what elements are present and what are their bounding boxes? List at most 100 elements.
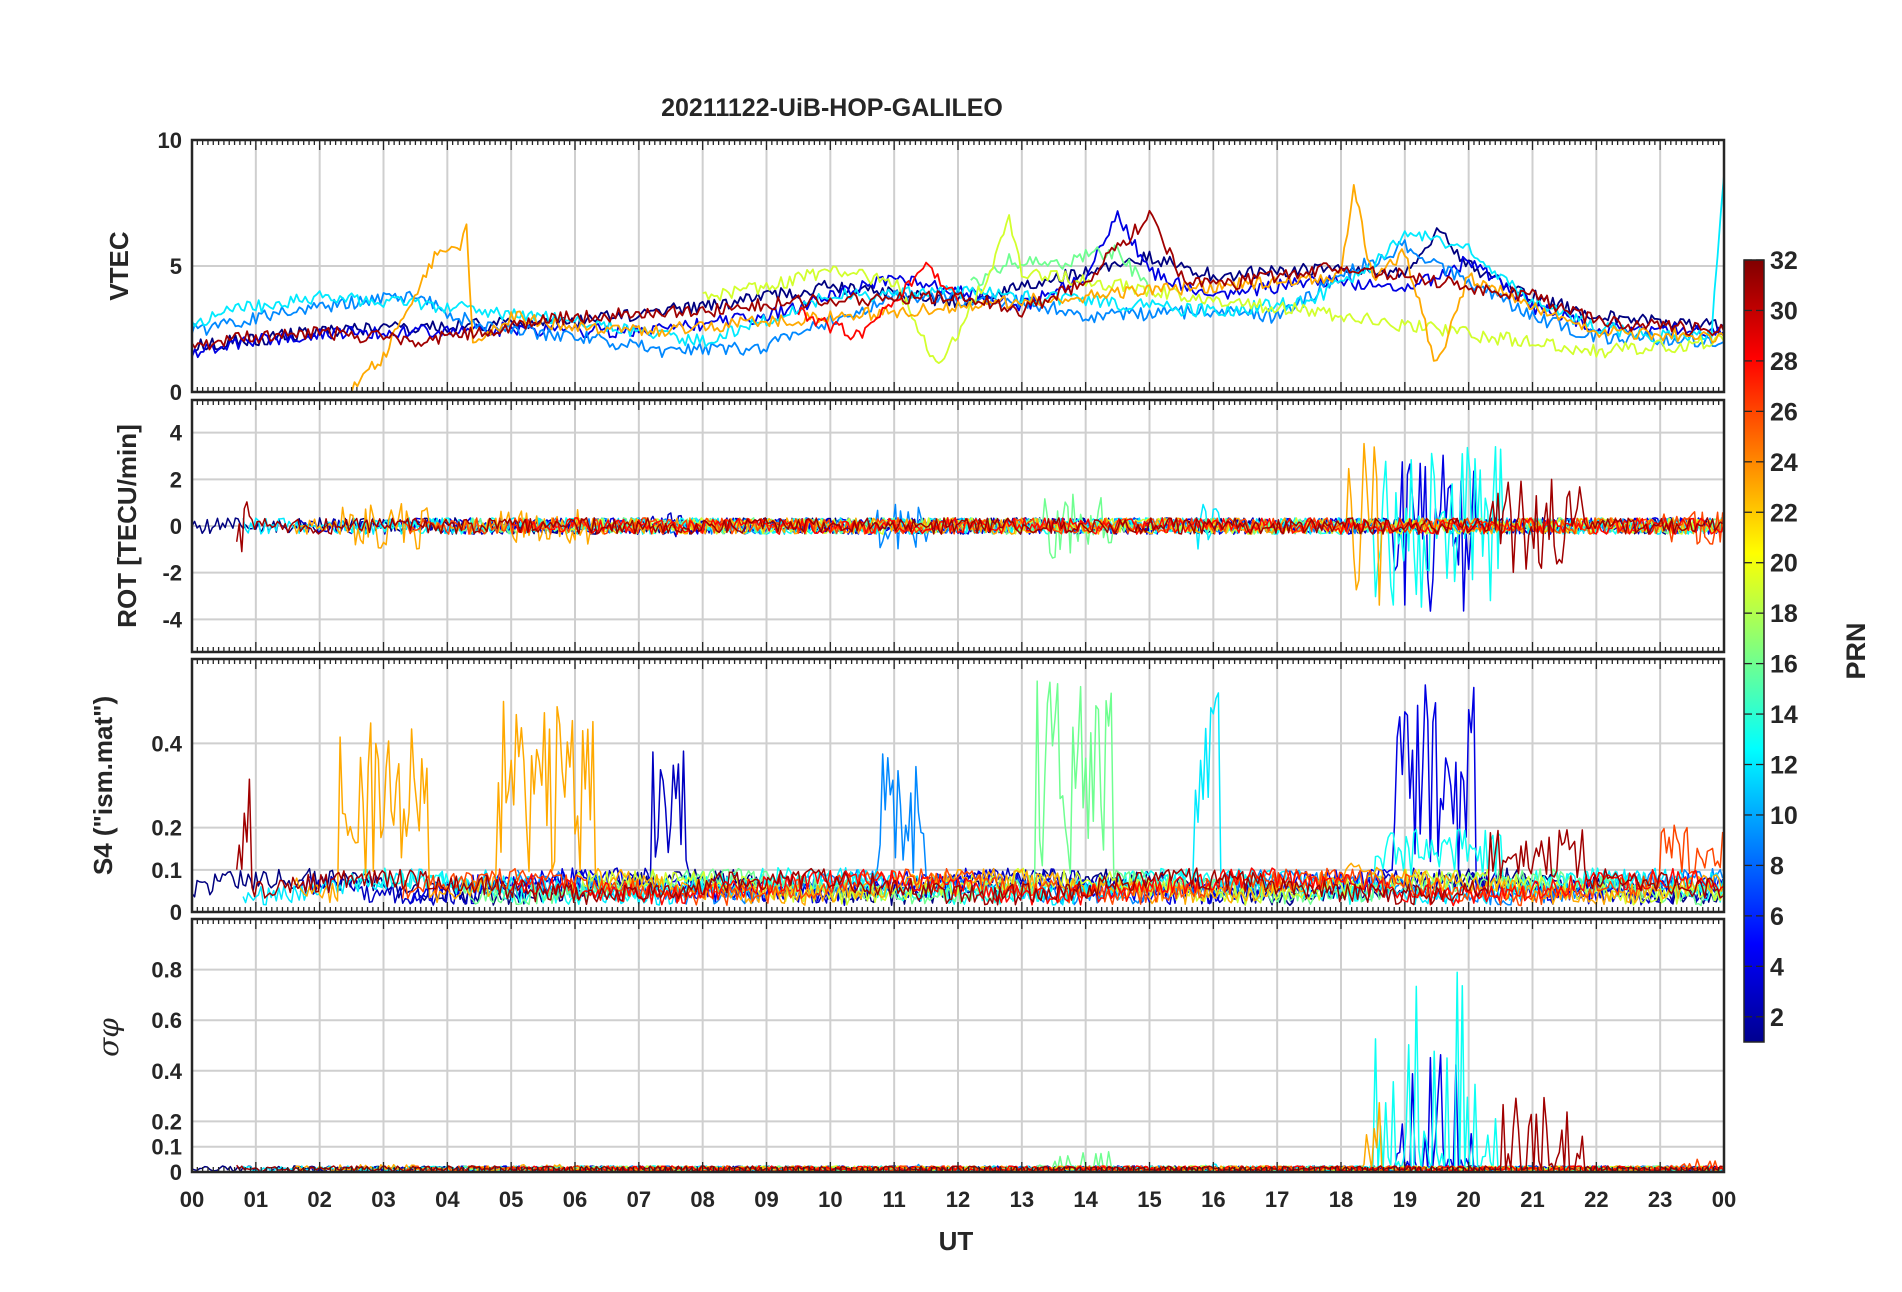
s4-series-prn-31 bbox=[235, 778, 1724, 906]
s4-series-prn-23 bbox=[293, 700, 1724, 906]
x-tick-label: 16 bbox=[1201, 1187, 1225, 1212]
colorbar-label: PRN bbox=[1841, 622, 1871, 679]
sigma_phi-y-tick-label: 0.8 bbox=[151, 958, 182, 983]
s4-y-tick-label: 0.4 bbox=[151, 731, 182, 756]
vtec-y-tick-label: 0 bbox=[170, 380, 182, 405]
x-tick-label: 08 bbox=[690, 1187, 714, 1212]
vtec-series-prn-9 bbox=[192, 239, 1724, 358]
colorbar-tick-label: 30 bbox=[1770, 297, 1798, 325]
rot-series-prn-28 bbox=[511, 517, 1724, 535]
x-tick-label: 05 bbox=[499, 1187, 523, 1212]
x-tick-labels: 00 01 02 03 04 05 06 07 08 09 10 11 12 13 14 15 16 17 18 19… bbox=[180, 1187, 1736, 1212]
x-tick-label: 11 bbox=[883, 1187, 906, 1212]
rot-y-tick-label: 2 bbox=[170, 467, 182, 492]
x-tick-label: 03 bbox=[371, 1187, 395, 1212]
sigma_phi-y-tick-label: 0 bbox=[170, 1160, 182, 1185]
x-tick-label: 06 bbox=[563, 1187, 587, 1212]
x-tick-label: 17 bbox=[1265, 1187, 1289, 1212]
colorbar-tick-label: 8 bbox=[1770, 852, 1784, 880]
colorbar-tick-label: 10 bbox=[1770, 802, 1798, 830]
colorbar-tick-label: 2 bbox=[1770, 1004, 1784, 1032]
vtec-series-prn-23 bbox=[350, 184, 1724, 392]
sigma_phi-y-tick-label: 0.1 bbox=[151, 1135, 182, 1160]
colorbar-gradient bbox=[1743, 259, 1765, 1043]
rot-series-prn-31 bbox=[235, 478, 1724, 574]
sigma_phi-series-prn-13 bbox=[350, 971, 1723, 1172]
x-tick-label: 04 bbox=[435, 1187, 460, 1212]
vtec-y-tick-label: 5 bbox=[170, 254, 182, 279]
x-tick-label: 13 bbox=[1010, 1187, 1034, 1212]
colorbar-tick-label: 26 bbox=[1770, 398, 1798, 426]
s4-y-label: S4 ("ism.mat") bbox=[88, 696, 118, 875]
sigma_phi-y-tick-label: 0.6 bbox=[151, 1008, 182, 1033]
colorbar-tick-label: 12 bbox=[1770, 752, 1798, 780]
x-tick-label: 02 bbox=[307, 1187, 331, 1212]
x-tick-label: 18 bbox=[1329, 1187, 1353, 1212]
rot-y-tick-label: 0 bbox=[170, 514, 182, 539]
vtec-series-prn-12 bbox=[192, 175, 1724, 348]
colorbar-tick-label: 32 bbox=[1770, 247, 1798, 275]
x-tick-label: 21 bbox=[1520, 1187, 1544, 1212]
s4-traces bbox=[192, 680, 1724, 907]
panel-rot: -4 -2 0 2 4 ROT [TECU/min] bbox=[112, 398, 1726, 654]
vtec-series-prn-28 bbox=[797, 261, 959, 341]
vtec-grid bbox=[192, 140, 1724, 392]
s4-axes-frame bbox=[190, 657, 1726, 914]
s4-y-tick-label: 0.1 bbox=[151, 858, 182, 883]
rot-y-tick-label: 4 bbox=[170, 421, 183, 446]
vtec-series-prn-19 bbox=[702, 214, 1724, 364]
x-tick-label: 00 bbox=[1712, 1187, 1736, 1212]
colorbar-tick-label: 28 bbox=[1770, 348, 1798, 376]
vtec-series-prn-31 bbox=[192, 209, 1724, 351]
vtec-axes-frame bbox=[190, 138, 1726, 394]
x-tick-label: 07 bbox=[627, 1187, 651, 1212]
s4-series-prn-28 bbox=[510, 867, 1724, 907]
colorbar-tick-label: 14 bbox=[1770, 701, 1798, 729]
sigma_phi-axes-frame bbox=[190, 917, 1726, 1174]
colorbar-tick-label: 24 bbox=[1770, 449, 1798, 477]
s4-series-prn-16 bbox=[459, 680, 1724, 907]
vtec-series-prn-4 bbox=[192, 210, 1724, 359]
vtec-y-tick-label: 10 bbox=[158, 128, 182, 153]
rot-y-tick-label: -2 bbox=[162, 561, 182, 586]
colorbar-tick-label: 16 bbox=[1770, 651, 1798, 679]
panel-s4: 0 0.1 0.2 0.4 S4 ("ism.mat") bbox=[88, 657, 1726, 925]
rot-y-tick-label: -4 bbox=[162, 607, 182, 632]
x-tick-label: 15 bbox=[1137, 1187, 1161, 1212]
x-tick-label: 20 bbox=[1456, 1187, 1480, 1212]
x-tick-label: 09 bbox=[754, 1187, 778, 1212]
rot-y-label: ROT [TECU/min] bbox=[112, 424, 142, 628]
colorbar-tick-label: 6 bbox=[1770, 903, 1784, 931]
colorbar-tick-label: 22 bbox=[1770, 499, 1798, 527]
sigma_phi-y-tick-label: 0.4 bbox=[151, 1059, 182, 1084]
colorbar-tick-label: 20 bbox=[1770, 550, 1798, 578]
x-axis-label: UT bbox=[939, 1226, 974, 1256]
x-tick-label: 22 bbox=[1584, 1187, 1608, 1212]
vtec-series-prn-16 bbox=[970, 244, 1151, 292]
s4-y-tick-label: 0.2 bbox=[151, 816, 182, 841]
x-tick-label: 10 bbox=[818, 1187, 842, 1212]
panel-vtec: 0 5 10 VTEC bbox=[104, 128, 1726, 405]
vtec-traces bbox=[192, 175, 1724, 392]
rot-traces bbox=[192, 442, 1724, 612]
x-tick-label: 01 bbox=[244, 1187, 268, 1212]
panel-sigma_phi: 00.10.2 0.4 0.6 0.8 σφ bbox=[92, 917, 1726, 1185]
x-tick-label: 12 bbox=[946, 1187, 970, 1212]
colorbar-tick-label: 18 bbox=[1770, 600, 1798, 628]
x-tick-label: 23 bbox=[1648, 1187, 1672, 1212]
x-tick-label: 00 bbox=[180, 1187, 204, 1212]
sigma_phi-y-tick-label: 0.2 bbox=[151, 1109, 182, 1134]
vtec-y-label: VTEC bbox=[104, 231, 134, 301]
x-tick-label: 19 bbox=[1393, 1187, 1417, 1212]
s4-y-tick-label: 0 bbox=[170, 900, 182, 925]
x-tick-label: 14 bbox=[1073, 1187, 1098, 1212]
chart-title: 20211122-UiB-HOP-GALILEO bbox=[661, 94, 1003, 122]
sigma-phi-y-label: σφ bbox=[92, 1018, 125, 1057]
rot-axes-frame bbox=[190, 398, 1726, 654]
sigma_phi-series-prn-31 bbox=[236, 1096, 1723, 1172]
colorbar-tick-label: 4 bbox=[1770, 953, 1784, 981]
